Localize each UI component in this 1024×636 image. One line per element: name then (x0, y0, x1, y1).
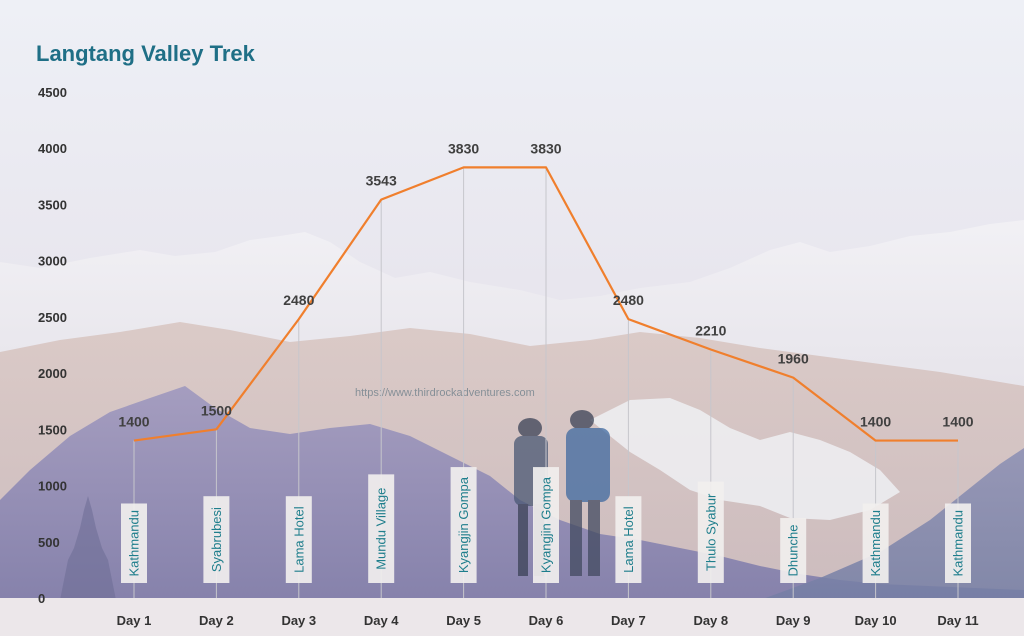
place-label-box (203, 496, 230, 583)
place-label: Mundu Village (374, 488, 389, 570)
place-label: Lama Hotel (291, 506, 306, 573)
data-label: 2210 (695, 322, 726, 338)
footer-band (0, 598, 1024, 636)
line-series (133, 166, 958, 442)
y-tick-label: 2500 (38, 310, 67, 325)
place-label: Kyangjin Gompa (539, 476, 554, 573)
data-label: 1400 (118, 414, 149, 430)
x-tick-label: Day 8 (693, 613, 728, 628)
x-tick-label: Day 4 (364, 613, 399, 628)
data-label: 3830 (530, 140, 561, 156)
place-label-box (862, 503, 889, 583)
place-label-box (697, 481, 724, 583)
place-label: Kyangjin Gompa (456, 476, 471, 573)
y-tick-label: 1500 (38, 422, 67, 437)
place-labels: Kathmandu Syabrubesi Lama Hotel Mundu Villa… (121, 467, 971, 583)
place-label: Kathmandu (127, 510, 142, 577)
place-label-box (533, 467, 559, 583)
x-tick-label: Day 1 (117, 613, 152, 628)
place-label-box (121, 503, 147, 583)
x-tick-label: Day 11 (937, 613, 978, 628)
y-tick-label: 3000 (38, 254, 67, 269)
place-label: Thulo Syabur (703, 493, 718, 571)
y-axis: 0 500 1000 1500 2000 2500 3000 3500 4000 4500 (38, 85, 67, 606)
place-label-box (780, 518, 807, 583)
place-label: Kathmandu (951, 510, 966, 577)
y-tick-label: 4000 (38, 141, 67, 156)
front-left-ridge (0, 386, 1024, 636)
data-label: 1960 (778, 351, 809, 367)
place-label-box (368, 474, 395, 583)
chart-title: Langtang Valley Trek (36, 41, 256, 66)
x-tick-label: Day 7 (611, 613, 646, 628)
snow-patch (590, 398, 900, 520)
x-tick-label: Day 5 (446, 613, 481, 628)
watermark-text: https://www.thirdrockadventures.com (355, 387, 535, 399)
data-label: 2480 (613, 292, 644, 308)
place-label-box (450, 467, 477, 583)
data-label: 3543 (366, 173, 397, 189)
data-labels: 1400 1500 2480 3543 3830 3830 2480 2210 1960 1400… (118, 140, 973, 429)
data-label: 3830 (448, 140, 479, 156)
x-tick-label: Day 3 (281, 613, 316, 628)
x-tick-label: Day 2 (199, 613, 234, 628)
y-tick-label: 3500 (38, 197, 67, 212)
place-label: Lama Hotel (621, 506, 636, 573)
y-tick-label: 4500 (38, 85, 67, 100)
x-tick-label: Day 10 (855, 613, 897, 628)
place-label: Syabrubesi (209, 507, 224, 572)
data-label: 2480 (283, 292, 314, 308)
stupa-silhouette (60, 496, 116, 600)
x-axis: Day 1 Day 2 Day 3 Day 4 Day 5 Day 6 Day 7 Day 8… (117, 613, 979, 628)
y-tick-label: 1000 (38, 479, 67, 494)
data-label: 1400 (942, 414, 973, 430)
place-label: Dhunche (786, 524, 801, 576)
x-tick-label: Day 9 (776, 613, 811, 628)
place-label-box (945, 503, 971, 583)
data-label: 1500 (201, 402, 232, 418)
elevation-line (133, 166, 958, 442)
place-label: Kathmandu (868, 510, 883, 577)
y-tick-label: 500 (38, 535, 60, 550)
x-tick-label: Day 6 (529, 613, 564, 628)
y-tick-label: 0 (38, 591, 45, 606)
place-label-box (615, 496, 642, 583)
data-label: 1400 (860, 414, 891, 430)
place-label-box (285, 496, 312, 583)
y-tick-label: 2000 (38, 366, 67, 381)
